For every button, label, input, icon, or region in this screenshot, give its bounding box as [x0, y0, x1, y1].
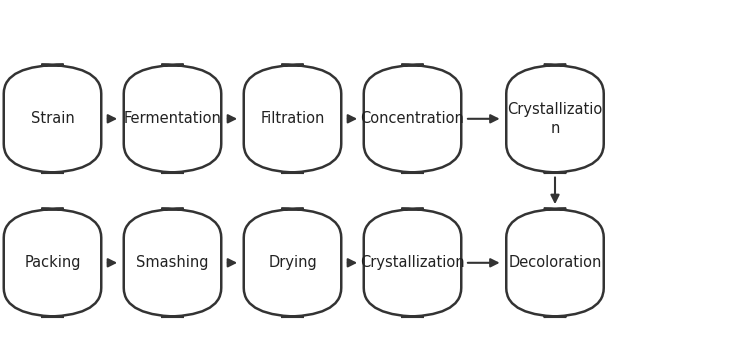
- FancyBboxPatch shape: [364, 65, 461, 173]
- Text: Drying: Drying: [268, 255, 316, 270]
- Text: Packing: Packing: [24, 255, 81, 270]
- FancyBboxPatch shape: [506, 209, 604, 317]
- Text: Filtration: Filtration: [260, 111, 325, 126]
- FancyBboxPatch shape: [244, 65, 341, 173]
- Text: Fermentation: Fermentation: [124, 111, 221, 126]
- Text: Crystallizatio
n: Crystallizatio n: [507, 102, 603, 136]
- FancyBboxPatch shape: [4, 209, 101, 317]
- FancyBboxPatch shape: [124, 209, 221, 317]
- Text: Smashing: Smashing: [136, 255, 209, 270]
- FancyBboxPatch shape: [244, 209, 341, 317]
- Text: Concentration: Concentration: [361, 111, 464, 126]
- Text: Crystallization: Crystallization: [360, 255, 465, 270]
- Text: Strain: Strain: [31, 111, 74, 126]
- FancyBboxPatch shape: [4, 65, 101, 173]
- FancyBboxPatch shape: [124, 65, 221, 173]
- Text: Decoloration: Decoloration: [509, 255, 602, 270]
- FancyBboxPatch shape: [506, 65, 604, 173]
- FancyBboxPatch shape: [364, 209, 461, 317]
